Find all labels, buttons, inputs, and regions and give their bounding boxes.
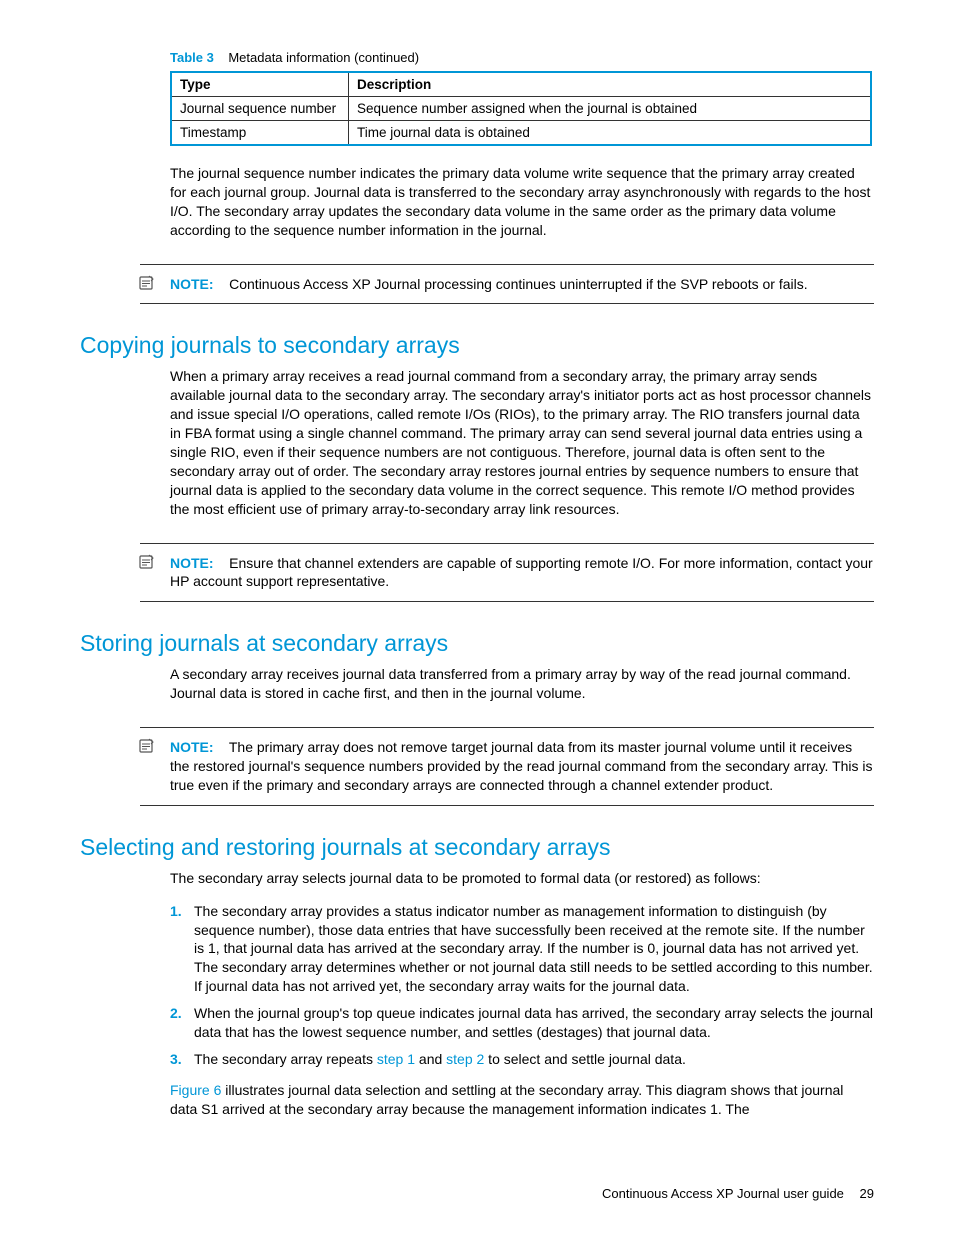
ordered-list: 1. The secondary array provides a status… bbox=[170, 902, 874, 1069]
table-header-type: Type bbox=[171, 72, 349, 97]
list-item-text: The secondary array provides a status in… bbox=[194, 903, 873, 995]
table-cell: Timestamp bbox=[171, 121, 349, 146]
note-rule bbox=[140, 805, 874, 806]
table-cell: Sequence number assigned when the journa… bbox=[349, 97, 872, 121]
note-block: NOTE: Ensure that channel extenders are … bbox=[140, 543, 874, 603]
note-icon bbox=[138, 738, 156, 759]
note-icon bbox=[138, 275, 156, 296]
list-item-text-part: The secondary array repeats bbox=[194, 1051, 377, 1067]
note-icon bbox=[138, 554, 156, 575]
list-item: 2. When the journal group's top queue in… bbox=[170, 1004, 874, 1042]
list-item: 1. The secondary array provides a status… bbox=[170, 902, 874, 996]
note-label: NOTE: bbox=[170, 739, 214, 755]
paragraph: Figure 6 illustrates journal data select… bbox=[170, 1081, 874, 1119]
list-item-text-part: to select and settle journal data. bbox=[484, 1051, 686, 1067]
table-caption: Table 3 Metadata information (continued) bbox=[170, 50, 874, 65]
note-block: NOTE: Continuous Access XP Journal proce… bbox=[140, 264, 874, 305]
note-text: The primary array does not remove target… bbox=[170, 739, 873, 793]
note-text: Ensure that channel extenders are capabl… bbox=[170, 555, 873, 590]
figure-6-link[interactable]: Figure 6 bbox=[170, 1082, 221, 1098]
note-label: NOTE: bbox=[170, 276, 214, 292]
paragraph: The secondary array selects journal data… bbox=[170, 869, 874, 888]
metadata-table: Type Description Journal sequence number… bbox=[170, 71, 872, 146]
note-rule bbox=[140, 601, 874, 602]
list-number: 1. bbox=[170, 902, 182, 921]
step-2-link[interactable]: step 2 bbox=[446, 1051, 484, 1067]
list-item: 3. The secondary array repeats step 1 an… bbox=[170, 1050, 874, 1069]
table-caption-text: Metadata information (continued) bbox=[228, 50, 419, 65]
list-number: 3. bbox=[170, 1050, 182, 1069]
section-heading-copying: Copying journals to secondary arrays bbox=[80, 332, 874, 359]
table-row: Journal sequence number Sequence number … bbox=[171, 97, 871, 121]
list-item-text-part: and bbox=[415, 1051, 446, 1067]
table-row: Timestamp Time journal data is obtained bbox=[171, 121, 871, 146]
note-block: NOTE: The primary array does not remove … bbox=[140, 727, 874, 806]
page-footer: Continuous Access XP Journal user guide … bbox=[602, 1186, 874, 1201]
note-text: Continuous Access XP Journal processing … bbox=[229, 276, 807, 292]
paragraph: The journal sequence number indicates th… bbox=[170, 164, 874, 240]
note-label: NOTE: bbox=[170, 555, 214, 571]
table-label: Table 3 bbox=[170, 50, 214, 65]
footer-text: Continuous Access XP Journal user guide bbox=[602, 1186, 844, 1201]
page-number: 29 bbox=[860, 1186, 874, 1201]
paragraph: When a primary array receives a read jou… bbox=[170, 367, 874, 518]
step-1-link[interactable]: step 1 bbox=[377, 1051, 415, 1067]
table-header-description: Description bbox=[349, 72, 872, 97]
table-cell: Journal sequence number bbox=[171, 97, 349, 121]
note-rule bbox=[140, 303, 874, 304]
section-heading-selecting: Selecting and restoring journals at seco… bbox=[80, 834, 874, 861]
paragraph: A secondary array receives journal data … bbox=[170, 665, 874, 703]
closing-text: illustrates journal data selection and s… bbox=[170, 1082, 843, 1117]
table-cell: Time journal data is obtained bbox=[349, 121, 872, 146]
section-heading-storing: Storing journals at secondary arrays bbox=[80, 630, 874, 657]
list-number: 2. bbox=[170, 1004, 182, 1023]
list-item-text: When the journal group's top queue indic… bbox=[194, 1005, 873, 1040]
